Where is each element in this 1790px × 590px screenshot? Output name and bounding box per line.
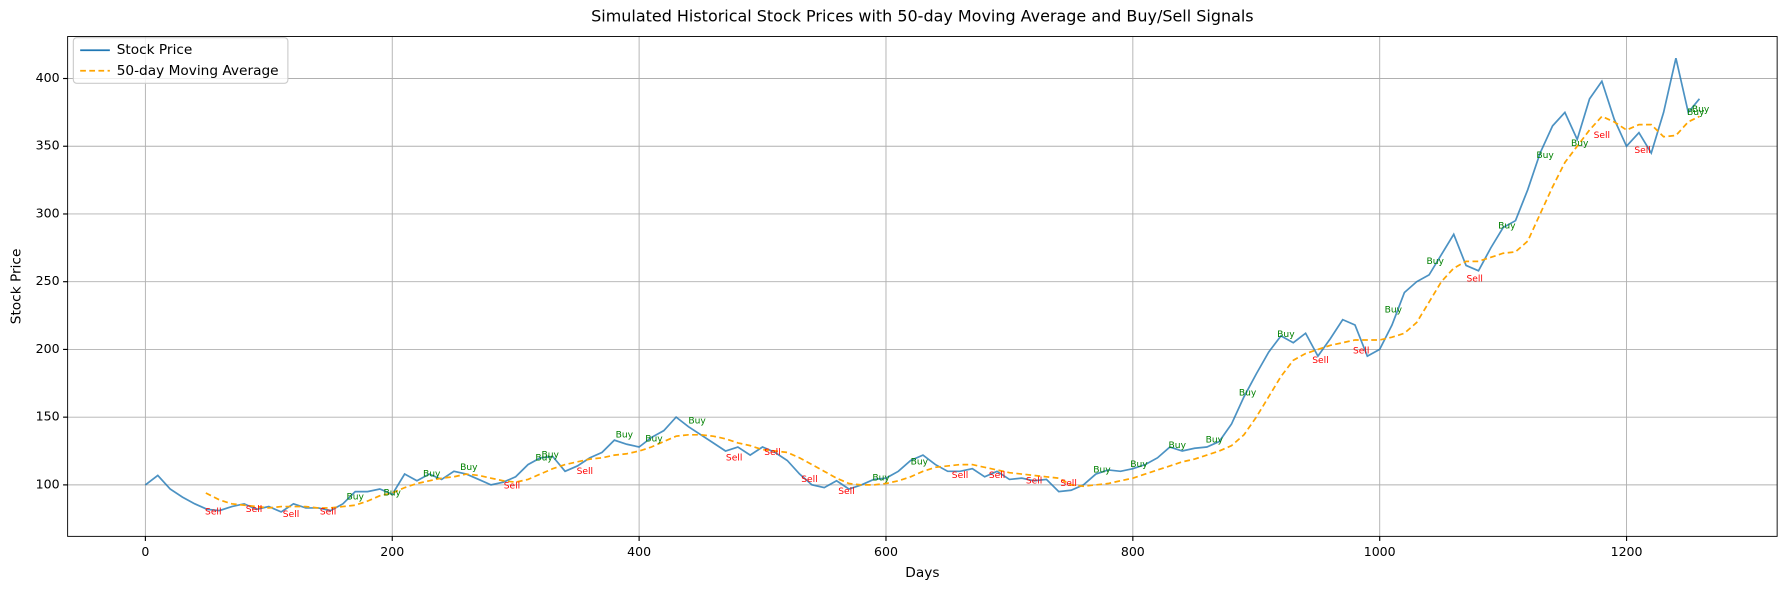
signal-label: Buy xyxy=(1206,436,1224,446)
signal-label: Sell xyxy=(577,467,593,477)
signal-label: Buy xyxy=(911,457,929,467)
legend-label: 50-day Moving Average xyxy=(117,63,279,79)
data-line xyxy=(205,115,1700,509)
legend: Stock Price 50-day Moving Average xyxy=(72,37,289,84)
y-tick-label: 350 xyxy=(36,138,60,153)
signal-label: Sell xyxy=(801,475,817,485)
signal-label: Buy xyxy=(1427,257,1445,267)
signal-label: Buy xyxy=(542,451,560,461)
chart-title: Simulated Historical Stock Prices with 5… xyxy=(591,7,1253,26)
signal-label: Buy xyxy=(645,434,663,444)
x-tick-label: 200 xyxy=(380,544,404,559)
signal-label: Buy xyxy=(1571,139,1589,149)
signal-label: Buy xyxy=(1692,105,1710,115)
signal-label: Sell xyxy=(205,507,221,517)
y-tick-label: 400 xyxy=(36,70,60,85)
signal-label: Sell xyxy=(1060,479,1076,489)
y-tick-label: 250 xyxy=(36,273,60,288)
signal-label: Sell xyxy=(1467,274,1483,284)
signal-label: Sell xyxy=(1312,356,1328,366)
y-axis-label: Stock Price xyxy=(8,249,24,325)
signal-label: Buy xyxy=(1130,460,1148,470)
signal-label: Buy xyxy=(384,489,402,499)
signal-label: Buy xyxy=(535,453,553,463)
signal-label: Buy xyxy=(1687,108,1705,118)
signal-label: Sell xyxy=(952,471,968,481)
y-tick-label: 100 xyxy=(36,476,60,491)
signal-label: Sell xyxy=(838,487,854,497)
y-tick-label: 200 xyxy=(36,341,60,356)
signal-label: Sell xyxy=(1026,476,1042,486)
x-tick-label: 1000 xyxy=(1364,544,1396,559)
signal-label: Sell xyxy=(504,482,520,492)
signal-label: Buy xyxy=(1498,222,1516,232)
y-tick-label: 150 xyxy=(36,409,60,424)
signal-label: Buy xyxy=(616,430,634,440)
signal-label: Buy xyxy=(1385,306,1403,316)
data-line xyxy=(144,58,1701,513)
signal-label: Sell xyxy=(1634,146,1650,156)
x-tick-label: 1200 xyxy=(1611,544,1643,559)
signal-label: Sell xyxy=(320,507,336,517)
x-tick-label: 600 xyxy=(874,544,898,559)
signal-label: Buy xyxy=(347,493,365,503)
plot-frame xyxy=(67,36,1778,537)
signal-label: Sell xyxy=(764,448,780,458)
signal-label: Sell xyxy=(283,510,299,520)
signal-label: Buy xyxy=(688,417,706,427)
signal-label: Sell xyxy=(246,505,262,515)
signal-label: Buy xyxy=(460,463,478,473)
signal-label: Buy xyxy=(1536,151,1554,161)
x-axis-label: Days xyxy=(905,565,939,581)
signal-label: Buy xyxy=(872,474,890,484)
signal-label: Buy xyxy=(1093,465,1111,475)
legend-label: Stock Price xyxy=(117,42,193,58)
signal-label: Buy xyxy=(423,470,441,480)
y-tick-label: 300 xyxy=(36,205,60,220)
signal-label: Buy xyxy=(1277,330,1295,340)
legend-box xyxy=(72,37,289,84)
signal-label: Sell xyxy=(989,471,1005,481)
signal-label: Buy xyxy=(1239,388,1257,398)
x-tick-label: 0 xyxy=(141,544,149,559)
signal-label: Sell xyxy=(1594,131,1610,141)
x-tick-label: 800 xyxy=(1121,544,1145,559)
signal-label: Buy xyxy=(1169,441,1187,451)
signal-label: Sell xyxy=(726,453,742,463)
x-tick-label: 400 xyxy=(627,544,651,559)
signal-label: Sell xyxy=(1353,346,1369,356)
